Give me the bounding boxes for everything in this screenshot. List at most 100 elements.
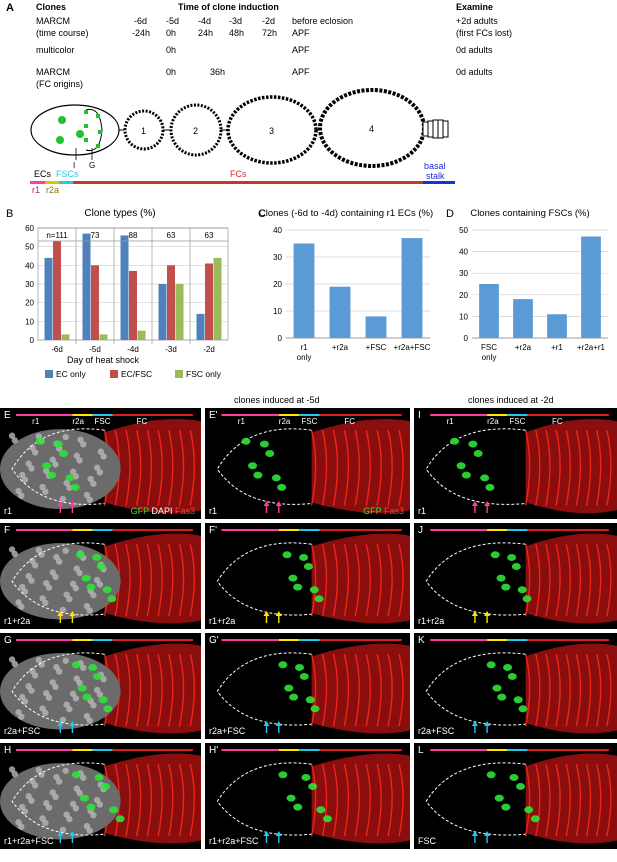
- fas3-membrane: [606, 764, 612, 837]
- nucleus: [59, 716, 67, 724]
- row2-clone: multicolor: [36, 45, 75, 55]
- micrograph-label: K: [418, 635, 425, 646]
- n-label: 63: [205, 231, 214, 240]
- nucleus: [59, 495, 67, 503]
- fas3-membrane: [535, 544, 541, 617]
- germarium-outline: [425, 652, 526, 726]
- row2-t1: 0h: [166, 45, 177, 55]
- gfp-cell: [92, 553, 102, 561]
- micrograph-clone-type: r2a+FSC: [209, 726, 246, 736]
- nucleus: [90, 812, 97, 819]
- region-label-r2a: r2a: [278, 417, 291, 426]
- nucleus: [31, 672, 39, 679]
- fas3-membrane: [365, 430, 371, 506]
- nucleus: [80, 664, 87, 671]
- legend-swatch: [110, 370, 118, 378]
- fas3-membrane: [585, 430, 592, 506]
- nucleus: [19, 471, 26, 479]
- header-induced-5d: clones induced at -5d: [234, 395, 320, 405]
- region-bar-r1: [221, 529, 279, 531]
- arrowhead: [484, 501, 491, 506]
- gfp-cell: [299, 553, 309, 561]
- nucleus: [97, 448, 105, 455]
- bar-ec-only: [82, 233, 91, 340]
- gfp-cell: [47, 471, 57, 479]
- x-tick-label: +r2a: [515, 343, 532, 352]
- nucleus: [38, 661, 45, 668]
- fas3-membrane: [125, 764, 131, 837]
- arrowhead: [275, 611, 282, 616]
- x-tick-label: only: [297, 353, 312, 362]
- x-tick-label: +r2a+r1: [577, 343, 606, 352]
- arrowhead: [57, 501, 64, 506]
- nucleus: [31, 449, 39, 456]
- fas3-membrane: [178, 654, 185, 727]
- gfp-cell: [486, 661, 496, 669]
- y-tick-label: 0: [464, 334, 469, 343]
- gfp-cell: [278, 771, 288, 779]
- row3-ex1: 0d adults: [456, 67, 493, 77]
- micrograph-clone-type: r1+r2a: [418, 616, 445, 626]
- gfp-cell: [284, 684, 294, 692]
- region-bar-r2a: [72, 749, 93, 751]
- svg-text:1: 1: [141, 126, 146, 136]
- arrowhead: [484, 611, 491, 616]
- cell-green: [58, 116, 66, 124]
- fas3-membrane: [125, 430, 131, 506]
- micrograph-label: E': [209, 410, 218, 421]
- y-tick-label: 0: [278, 334, 283, 343]
- y-tick-label: 50: [25, 243, 34, 252]
- fas3-membrane: [168, 764, 174, 837]
- gfp-cell: [253, 471, 263, 479]
- row1-clone: MARCM: [36, 16, 70, 26]
- fas3-membrane: [168, 544, 174, 617]
- nucleus: [86, 827, 93, 834]
- region-bar-fsc: [92, 749, 113, 751]
- gfp-cell: [42, 462, 52, 470]
- dapi-nuclei: [0, 543, 121, 620]
- fas3-membrane: [365, 764, 371, 837]
- panel-label-b: B: [6, 208, 14, 220]
- header-time: Time of clone induction: [178, 2, 279, 12]
- bar-fsc-only: [61, 334, 70, 340]
- row3-t3: APF: [292, 67, 310, 77]
- region-bar-fsc: [299, 639, 320, 641]
- region-bar-r1: [16, 414, 73, 416]
- gfp-cell: [461, 471, 471, 479]
- region-bar-r2a: [278, 639, 300, 641]
- fas3-membrane: [365, 654, 371, 727]
- arrowhead: [263, 501, 270, 506]
- nucleus: [80, 441, 87, 448]
- nucleus: [90, 592, 97, 599]
- y-tick-label: 40: [25, 261, 34, 270]
- fas3-membrane: [387, 430, 393, 506]
- row3-clone: MARCM: [36, 67, 70, 77]
- gfp-cell: [92, 672, 102, 680]
- micrograph-l: L FSC: [414, 743, 617, 849]
- fas3-membrane: [135, 544, 142, 617]
- arrowhead: [275, 721, 282, 726]
- region-bar-r1: [430, 414, 488, 416]
- y-tick-label: 60: [25, 224, 34, 233]
- gfp-cell: [486, 771, 496, 779]
- svg-text:4: 4: [369, 124, 374, 134]
- nucleus: [42, 709, 49, 717]
- row1-h2: 0h: [166, 28, 177, 38]
- arrowhead: [69, 611, 76, 616]
- gfp-cell: [316, 806, 326, 814]
- gfp-cell: [277, 483, 287, 491]
- nucleus: [43, 467, 50, 475]
- region-label-r1: r1: [32, 417, 40, 426]
- fas3-membrane: [398, 654, 404, 727]
- bar-ec-fsc: [91, 265, 99, 340]
- micrograph-clone-type: r1+r2a: [4, 616, 31, 626]
- dapi-nuclei: [0, 763, 121, 840]
- x-tick-label: +r2a: [332, 343, 349, 352]
- nucleus: [42, 599, 49, 607]
- fas3-membrane: [157, 654, 163, 727]
- gfp-cell: [480, 474, 490, 482]
- row1-ex2: (first FCs lost): [456, 28, 512, 38]
